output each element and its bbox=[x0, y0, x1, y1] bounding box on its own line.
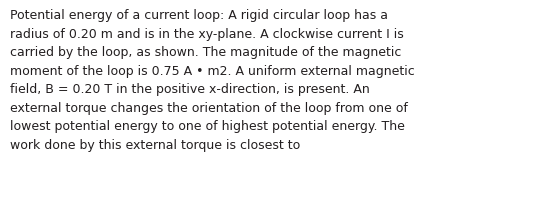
Text: Potential energy of a current loop: A rigid circular loop has a
radius of 0.20 m: Potential energy of a current loop: A ri… bbox=[10, 9, 415, 152]
